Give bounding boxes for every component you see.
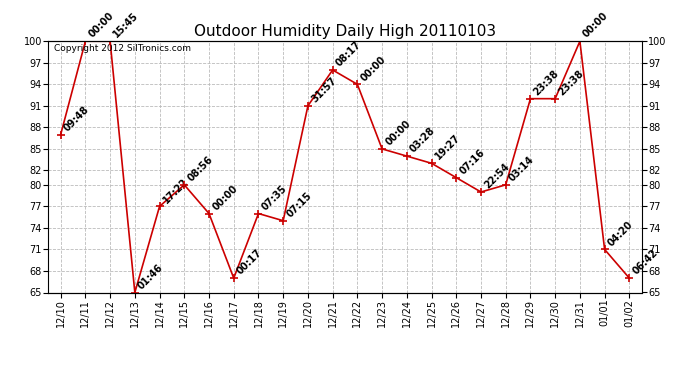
Point	[574, 38, 585, 44]
Point	[327, 67, 338, 73]
Point	[426, 160, 437, 166]
Point	[525, 96, 536, 102]
Text: 00:17: 00:17	[235, 248, 264, 277]
Text: 03:14: 03:14	[507, 154, 536, 183]
Text: 31:57: 31:57	[309, 75, 338, 105]
Point	[154, 203, 165, 209]
Text: 17:22: 17:22	[161, 176, 190, 205]
Text: 07:16: 07:16	[457, 147, 486, 176]
Text: 23:38: 23:38	[557, 68, 586, 97]
Text: Copyright 2012 SilTronics.com: Copyright 2012 SilTronics.com	[55, 44, 191, 53]
Text: 03:28: 03:28	[408, 126, 437, 155]
Text: 09:48: 09:48	[62, 104, 91, 133]
Point	[55, 132, 66, 138]
Text: 07:35: 07:35	[260, 183, 289, 212]
Point	[105, 38, 116, 44]
Text: 04:20: 04:20	[606, 219, 635, 248]
Point	[599, 246, 610, 252]
Text: 06:42: 06:42	[631, 248, 660, 277]
Point	[179, 182, 190, 188]
Text: 00:00: 00:00	[359, 54, 388, 83]
Point	[377, 146, 388, 152]
Text: 00:00: 00:00	[384, 118, 413, 147]
Text: 19:27: 19:27	[433, 133, 462, 162]
Text: 15:45: 15:45	[112, 11, 141, 40]
Point	[475, 189, 486, 195]
Text: 00:00: 00:00	[581, 11, 610, 40]
Point	[402, 153, 413, 159]
Point	[277, 218, 288, 224]
Point	[253, 210, 264, 216]
Point	[451, 175, 462, 181]
Text: 01:46: 01:46	[136, 262, 165, 291]
Point	[624, 275, 635, 281]
Text: 00:00: 00:00	[210, 183, 239, 212]
Point	[352, 81, 363, 87]
Point	[500, 182, 511, 188]
Text: 08:56: 08:56	[186, 154, 215, 183]
Text: 00:00: 00:00	[87, 11, 116, 40]
Title: Outdoor Humidity Daily High 20110103: Outdoor Humidity Daily High 20110103	[194, 24, 496, 39]
Text: 22:54: 22:54	[482, 162, 511, 190]
Point	[550, 96, 561, 102]
Point	[302, 103, 313, 109]
Point	[129, 290, 140, 296]
Point	[204, 210, 215, 216]
Text: 08:17: 08:17	[334, 39, 363, 69]
Point	[80, 38, 91, 44]
Text: 23:38: 23:38	[532, 68, 561, 97]
Point	[228, 275, 239, 281]
Text: 07:15: 07:15	[284, 190, 313, 219]
